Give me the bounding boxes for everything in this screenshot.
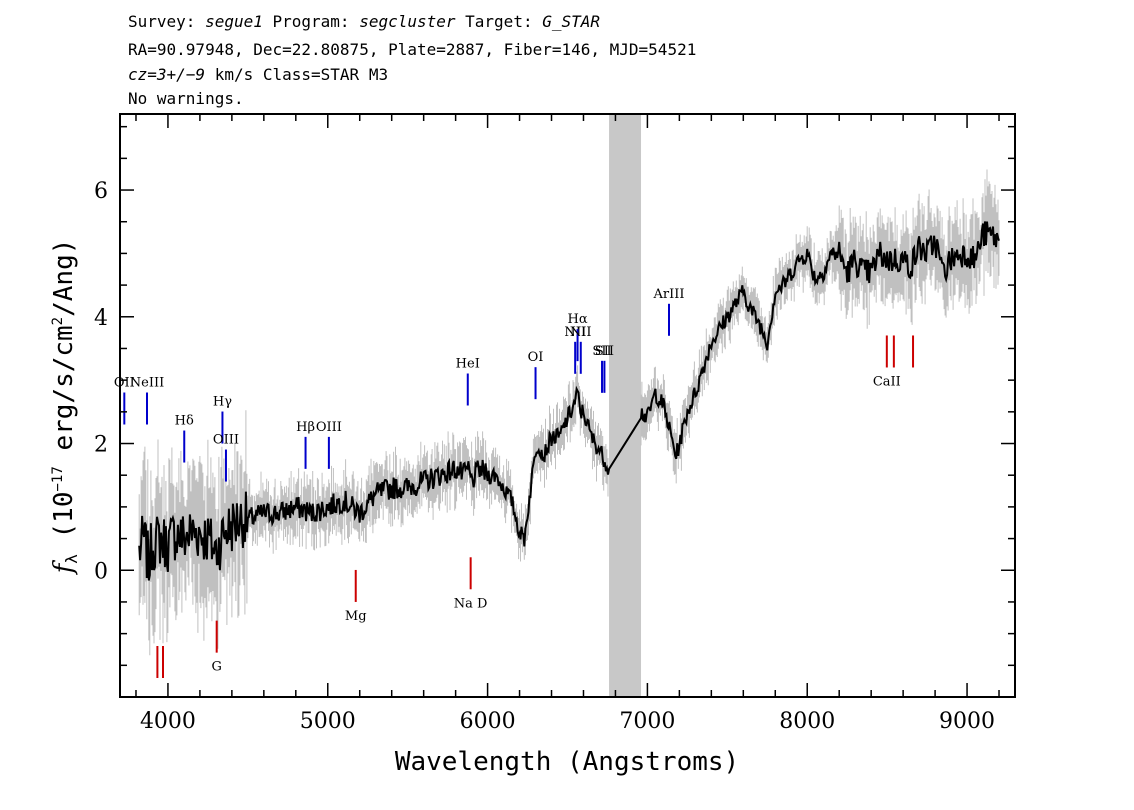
target-label: Target: [455,12,543,31]
emission-line-label: NII [570,325,592,340]
x-tick-label: 9000 [939,709,995,734]
emission-line-label: NeIII [130,376,164,391]
emission-line-label: Hγ [213,395,232,410]
header-line-2: RA=90.97948, Dec=22.80875, Plate=2887, F… [128,40,697,59]
y-axis-lambda: λ [62,554,81,564]
cz-suffix: km/s Class=STAR M3 [205,65,389,84]
program-value: segcluster [359,12,456,31]
emission-line-label: NII [564,325,586,340]
target-value: G_STAR [542,12,601,31]
survey-label: Survey: [128,12,206,31]
plot-frame [119,113,1016,698]
x-tick-label: 6000 [460,709,516,734]
emission-line-label: SII [595,344,614,359]
absorption-line-label: G [211,660,221,675]
y-axis-exp-1: −17 [50,466,66,491]
header-line-4: No warnings. [128,89,244,108]
y-axis-text-3: /Ang) [49,239,79,317]
y-tick-label: 6 [94,179,108,204]
x-tick-label: 4000 [140,709,196,734]
emission-line-label: Hδ [175,414,194,429]
flux-line [138,221,1000,581]
absorption-line-label: Na D [454,596,488,611]
emission-line-label: OIII [316,420,342,435]
header-line-1: Survey: segue1 Program: segcluster Targe… [128,12,600,32]
x-tick-label: 8000 [779,709,835,734]
x-tick-label: 5000 [300,709,356,734]
emission-line-label: SII [592,344,611,359]
emission-line-label: OI [528,350,544,365]
y-tick-label: 2 [94,433,108,458]
y-axis-text-2: erg/s/cm [49,325,79,466]
x-axis-title: Wavelength (Angstroms) [395,747,739,777]
y-tick-label: 4 [94,306,108,331]
program-label: Program: [262,12,360,31]
absorption-line-label: CaII [873,374,901,389]
y-axis-exp-2: 2 [50,317,66,325]
x-tick-label: 7000 [619,709,675,734]
absorption-line-label: Mg [345,609,367,624]
survey-value: segue1 [205,12,263,31]
header-line-3: cz=3+/−9 km/s Class=STAR M3 [128,65,388,85]
masked-region [609,114,642,697]
y-axis-text-1: (10 [49,492,79,555]
emission-line-label: OIII [213,433,239,448]
emission-line-label: HeI [456,357,480,372]
y-tick-label: 0 [94,559,108,584]
emission-line-label: Hβ [296,420,315,435]
cz-value: =3+/−9 [147,65,206,84]
y-axis-title: fλ (10−17 erg/s/cm2/Ang) [49,239,81,576]
emission-line-label: ArIII [652,287,684,302]
emission-line-label: Hα [568,312,588,327]
cz-prefix: cz [128,65,148,84]
